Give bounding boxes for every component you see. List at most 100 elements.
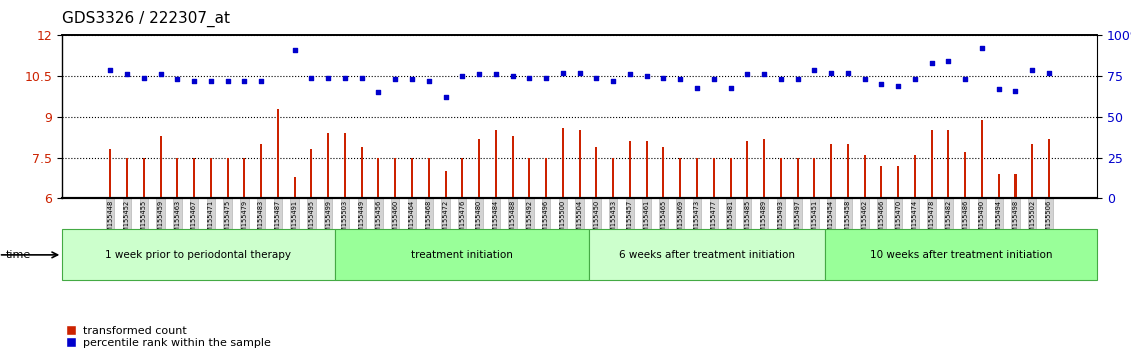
- Bar: [511, 136, 513, 198]
- Point: [269, 13, 287, 19]
- Point: [503, 73, 521, 79]
- Bar: [478, 138, 480, 198]
- Bar: [824, 229, 1097, 280]
- Text: GDS3326 / 222307_at: GDS3326 / 222307_at: [62, 11, 231, 27]
- Point: [169, 76, 187, 82]
- Point: [604, 78, 622, 84]
- Point: [990, 86, 1008, 92]
- Point: [756, 72, 774, 77]
- Bar: [294, 177, 295, 198]
- Point: [587, 75, 605, 81]
- Bar: [260, 144, 262, 198]
- Bar: [948, 130, 949, 198]
- Bar: [981, 120, 983, 198]
- Point: [655, 75, 673, 81]
- Bar: [344, 133, 346, 198]
- Point: [319, 75, 337, 81]
- Point: [722, 85, 740, 90]
- Bar: [612, 158, 614, 198]
- Point: [201, 78, 219, 84]
- Point: [1041, 70, 1059, 76]
- Bar: [176, 158, 179, 198]
- Text: time: time: [6, 250, 31, 260]
- Point: [252, 78, 270, 84]
- Bar: [813, 158, 815, 198]
- Bar: [428, 158, 430, 198]
- Point: [403, 76, 421, 82]
- Point: [688, 85, 706, 90]
- Bar: [1031, 144, 1034, 198]
- Bar: [110, 149, 111, 198]
- Bar: [880, 166, 882, 198]
- Point: [386, 76, 404, 82]
- Bar: [243, 158, 245, 198]
- Point: [437, 95, 455, 100]
- Point: [621, 72, 639, 77]
- Bar: [378, 158, 380, 198]
- Point: [336, 75, 354, 81]
- Bar: [914, 155, 916, 198]
- Point: [739, 72, 757, 77]
- Bar: [713, 158, 715, 198]
- Bar: [310, 149, 312, 198]
- Point: [671, 76, 689, 82]
- Text: 6 weeks after treatment initiation: 6 weeks after treatment initiation: [619, 250, 795, 260]
- Bar: [545, 158, 547, 198]
- Bar: [444, 171, 447, 198]
- Point: [839, 70, 857, 76]
- Text: 10 weeks after treatment initiation: 10 weeks after treatment initiation: [870, 250, 1052, 260]
- Point: [302, 75, 320, 81]
- Bar: [562, 128, 564, 198]
- Point: [218, 78, 236, 84]
- Point: [855, 76, 873, 82]
- Point: [470, 72, 489, 77]
- Point: [571, 70, 589, 76]
- Text: treatment initiation: treatment initiation: [411, 250, 512, 260]
- Bar: [796, 158, 798, 198]
- Bar: [327, 133, 329, 198]
- Point: [152, 72, 170, 77]
- Bar: [143, 158, 145, 198]
- Legend: transformed count, percentile rank within the sample: transformed count, percentile rank withi…: [68, 326, 271, 348]
- Point: [973, 46, 991, 51]
- Point: [923, 60, 941, 66]
- Bar: [696, 158, 698, 198]
- Bar: [830, 144, 832, 198]
- Bar: [411, 158, 413, 198]
- Bar: [461, 158, 464, 198]
- Point: [872, 81, 890, 87]
- Bar: [589, 229, 824, 280]
- Bar: [193, 158, 195, 198]
- Point: [956, 76, 974, 82]
- Point: [889, 83, 907, 89]
- Bar: [897, 166, 899, 198]
- Point: [805, 67, 823, 73]
- Point: [537, 75, 555, 81]
- Point: [1024, 67, 1042, 73]
- Point: [788, 76, 806, 82]
- Bar: [646, 141, 648, 198]
- Bar: [965, 152, 966, 198]
- Bar: [763, 138, 765, 198]
- Point: [486, 72, 504, 77]
- Bar: [864, 155, 865, 198]
- Bar: [62, 229, 335, 280]
- Point: [906, 76, 924, 82]
- Point: [638, 73, 656, 79]
- Point: [454, 73, 472, 79]
- Text: 1 week prior to periodontal therapy: 1 week prior to periodontal therapy: [105, 250, 292, 260]
- Point: [1007, 88, 1025, 93]
- Point: [822, 70, 840, 76]
- Bar: [680, 158, 681, 198]
- Bar: [1015, 174, 1017, 198]
- Point: [135, 75, 153, 81]
- Bar: [998, 174, 1000, 198]
- Bar: [663, 147, 665, 198]
- Point: [520, 75, 538, 81]
- Bar: [729, 158, 732, 198]
- Bar: [1048, 138, 1050, 198]
- Point: [118, 72, 136, 77]
- Bar: [361, 147, 363, 198]
- Bar: [931, 130, 933, 198]
- Bar: [159, 136, 162, 198]
